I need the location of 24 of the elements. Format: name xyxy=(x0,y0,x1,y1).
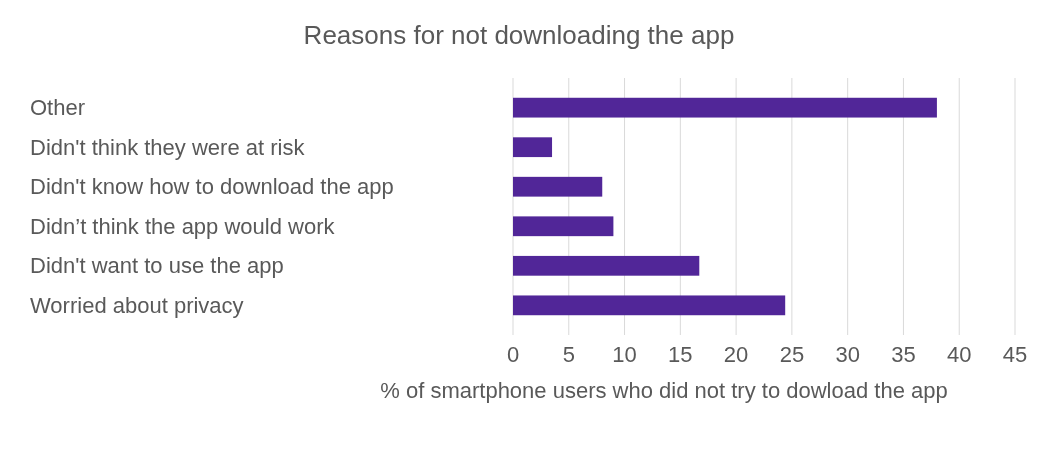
x-tick-label: 15 xyxy=(668,342,693,367)
y-tick-label: Didn't want to use the app xyxy=(30,253,284,279)
bar xyxy=(513,295,786,316)
bar xyxy=(513,137,553,158)
x-tick-label: 25 xyxy=(779,342,805,367)
x-tick-label: 5 xyxy=(562,342,575,367)
y-tick-label: Didn’t think the app would work xyxy=(30,213,336,239)
y-tick-label: Didn't think they were at risk xyxy=(30,134,306,160)
y-tick-label: Worried about privacy xyxy=(30,292,244,318)
bar xyxy=(513,176,603,197)
bar xyxy=(513,255,700,276)
x-tick-label: 20 xyxy=(723,342,749,367)
bar xyxy=(513,97,937,118)
y-tick-label: Didn't know how to download the app xyxy=(30,174,394,200)
y-tick-label: Other xyxy=(30,95,86,121)
bar xyxy=(513,216,614,237)
x-tick-label: 30 xyxy=(835,342,860,367)
x-tick-label: 45 xyxy=(1002,342,1028,367)
x-tick-label: 0 xyxy=(506,342,520,367)
x-tick-label: 10 xyxy=(612,342,637,367)
chart-title: Reasons for not downloading the app xyxy=(303,20,735,50)
x-tick-label: 40 xyxy=(946,342,972,367)
x-tick-label: 35 xyxy=(891,342,916,367)
x-axis-title: % of smartphone users who did not try to dowload the app xyxy=(380,378,948,403)
